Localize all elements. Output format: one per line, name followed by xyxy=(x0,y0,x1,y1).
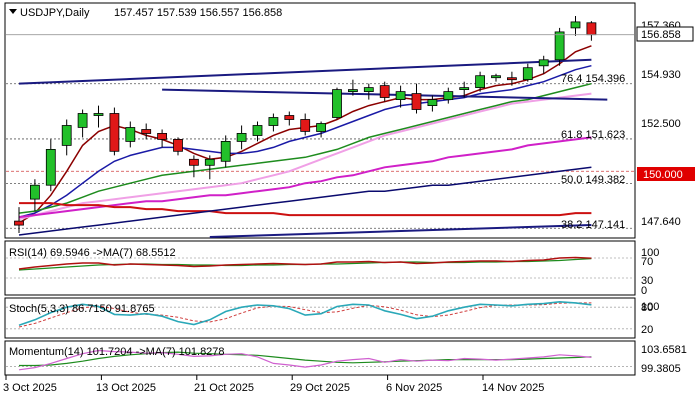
ohlc-readout: 157.457 157.539 156.557 156.858 xyxy=(114,7,282,19)
level-marker-label: 150.000 xyxy=(643,169,683,181)
momentum-panel: Momentum(14) 101.7204 ->MA(7) 101.8278 1… xyxy=(9,344,687,375)
candle-up xyxy=(443,91,454,100)
rsi-tick-30: 30 xyxy=(641,275,653,287)
candle-down xyxy=(173,138,183,152)
momentum-lines xyxy=(6,349,634,371)
fib-label-76: 76.4 154.396 xyxy=(561,73,625,85)
candle-up xyxy=(347,89,358,92)
rsi-panel: RSI(14) 69.5946 ->MA(7) 68.5512 100 70 3… xyxy=(9,247,659,297)
candle-down xyxy=(506,77,517,81)
magenta-ma xyxy=(18,136,592,219)
candle-down xyxy=(300,119,311,132)
candle-up xyxy=(77,113,88,128)
candle-up xyxy=(427,99,438,106)
candle-up xyxy=(475,75,486,88)
main-panel-frame xyxy=(4,2,636,239)
candle-up xyxy=(522,67,533,80)
candle-up xyxy=(93,113,104,116)
candle-up xyxy=(252,125,263,136)
stoch-tick-20: 20 xyxy=(641,324,653,336)
stoch-k-line xyxy=(18,300,592,326)
candle-down xyxy=(14,220,24,226)
candle-up xyxy=(236,132,247,142)
x-axis: 3 Oct 2025 13 Oct 2025 21 Oct 2025 29 Oc… xyxy=(3,382,544,394)
level-marker-box xyxy=(637,167,695,181)
green-ma xyxy=(18,82,592,214)
candle-up xyxy=(459,87,470,90)
stoch-tick-80: 80 xyxy=(641,302,653,314)
candle-up xyxy=(204,158,215,166)
stoch-lines xyxy=(6,300,634,330)
dropdown-arrow-icon[interactable] xyxy=(9,9,17,14)
pink-ma xyxy=(18,92,592,221)
momentum-line xyxy=(18,349,592,371)
candle-up xyxy=(29,184,40,200)
candle-down xyxy=(157,132,168,140)
fib-label-61: 61.8 151.623 xyxy=(561,129,625,141)
rsi-tick-0: 0 xyxy=(641,285,647,297)
current-price-label: 156.858 xyxy=(641,29,681,41)
candle-up xyxy=(554,31,565,61)
x-tick-label: 21 Oct 2025 xyxy=(194,382,254,394)
y-tick-154930: 154.930 xyxy=(641,69,681,81)
candle-down xyxy=(284,115,295,120)
x-tick-label: 29 Oct 2025 xyxy=(290,382,350,394)
candle-down xyxy=(586,22,597,36)
candle-up xyxy=(363,87,374,92)
blue-ma xyxy=(18,64,592,218)
trend-line-lower xyxy=(209,224,592,238)
rsi-line xyxy=(18,256,592,270)
candle-down xyxy=(411,93,422,110)
rsi-lines xyxy=(6,256,634,279)
candle-down xyxy=(109,113,120,152)
x-tick-label: 14 Nov 2025 xyxy=(482,382,544,394)
x-tick-label: 3 Oct 2025 xyxy=(3,382,57,394)
rsi-tick-70: 70 xyxy=(641,256,653,268)
level-marker: 150.000 xyxy=(637,167,695,181)
stoch-tick-100: 100 xyxy=(641,301,659,313)
rsi-tick-100: 100 xyxy=(641,247,659,259)
y-tick-147640: 147.640 xyxy=(641,216,681,228)
fib-labels: 76.4 154.396 61.8 151.623 50.0 149.382 3… xyxy=(561,73,625,231)
x-tick-label: 13 Oct 2025 xyxy=(96,382,156,394)
momentum-label: Momentum(14) 101.7204 ->MA(7) 101.8278 xyxy=(9,346,225,358)
stoch-panel-frame xyxy=(4,297,636,339)
candle-up xyxy=(220,140,231,162)
fib-label-50: 50.0 149.382 xyxy=(561,174,625,186)
candle-up xyxy=(61,125,72,146)
red-ma xyxy=(19,202,592,217)
candle-up xyxy=(538,59,549,67)
stoch-label: Stoch(5,3,3) 86.7150 91.8765 xyxy=(9,303,155,315)
momentum-tick-lower: 99.3805 xyxy=(641,363,681,375)
navy-ma xyxy=(18,166,592,236)
axes xyxy=(5,375,484,380)
symbol-title: USDJPY,Daily xyxy=(20,7,90,19)
candle-up xyxy=(125,127,136,142)
current-price-marker: 156.858 xyxy=(636,26,694,42)
y-tick-152500: 152.500 xyxy=(641,118,681,130)
stoch-panel: Stoch(5,3,3) 86.7150 91.8765 100 80 20 xyxy=(9,301,659,336)
momentum-tick-upper: 103.6581 xyxy=(641,344,687,356)
candle-down xyxy=(188,158,199,166)
momentum-panel-frame xyxy=(4,340,636,376)
candle-up xyxy=(395,91,406,100)
candle-up xyxy=(570,21,581,29)
candle-up xyxy=(332,89,342,118)
chart-header: USDJPY,Daily 157.457 157.539 156.557 156… xyxy=(9,7,282,19)
candle-up xyxy=(316,123,327,132)
fib-label-38: 38.2 147.141 xyxy=(561,219,625,231)
rsi-panel-frame xyxy=(4,240,636,296)
candle-down xyxy=(141,129,152,134)
candle-up xyxy=(45,148,56,186)
trend-line-upper xyxy=(18,58,592,85)
candle-down xyxy=(379,85,390,98)
x-tick-label: 6 Nov 2025 xyxy=(386,382,442,394)
candle-up xyxy=(491,75,501,79)
rsi-label: RSI(14) 69.5946 ->MA(7) 68.5512 xyxy=(9,247,176,259)
candle-up xyxy=(268,117,279,126)
current-price-box xyxy=(636,26,694,42)
candles xyxy=(14,15,597,234)
